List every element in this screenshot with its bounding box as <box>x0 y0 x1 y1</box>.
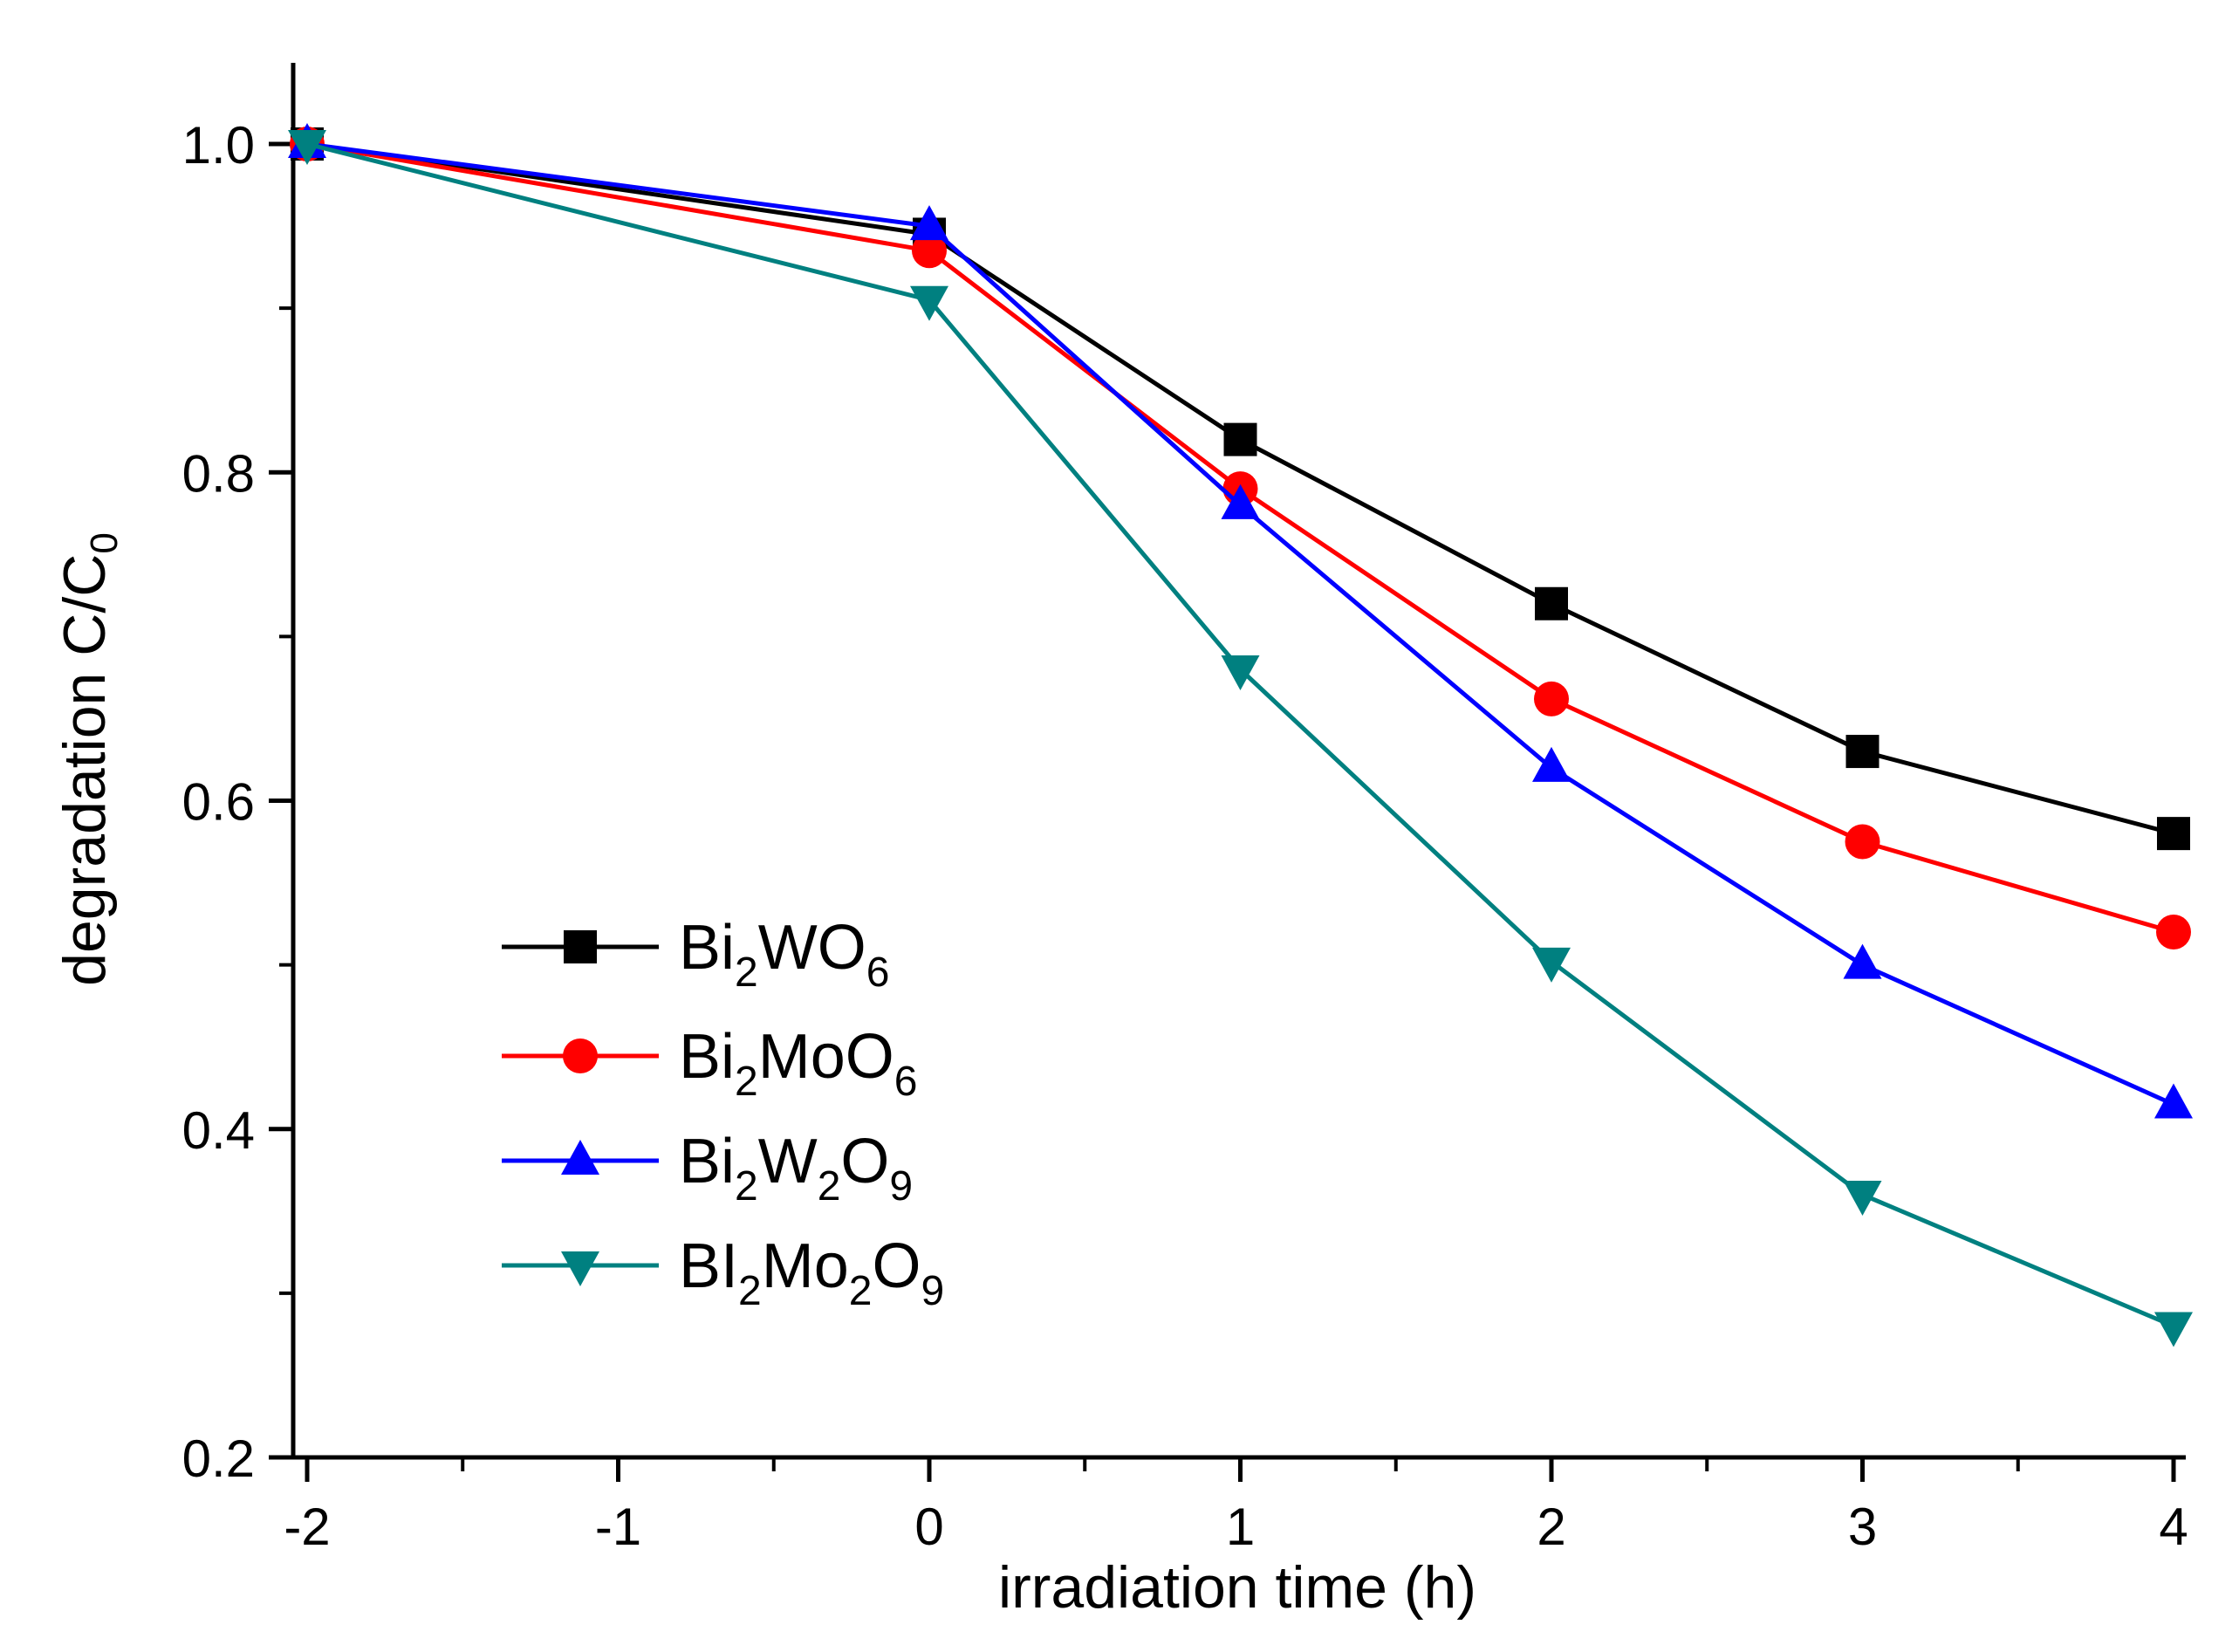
legend-item: Bi2MoO6 <box>502 1022 917 1105</box>
legend-label-subscript: 9 <box>921 1268 944 1314</box>
legend-label: Bi2WO6 <box>679 913 889 996</box>
x-tick-label: 0 <box>914 1498 943 1556</box>
data-point <box>2156 915 2191 949</box>
series-group <box>288 123 2193 1347</box>
x-axis-title: irradiation time (h) <box>998 1554 1476 1621</box>
data-point <box>2157 817 2190 851</box>
data-point <box>1843 1181 1882 1216</box>
y-tick-label: 0.2 <box>182 1429 255 1488</box>
legend-label-text: MoO <box>758 1022 894 1092</box>
data-point <box>2154 1083 2193 1119</box>
legend-label-subscript: 2 <box>735 949 758 996</box>
y-axis-title: degradation C/C0 <box>51 532 126 986</box>
data-point <box>1535 586 1568 620</box>
legend-label-subscript: 9 <box>889 1163 913 1210</box>
data-point <box>1845 824 1880 860</box>
legend-label-subscript: 6 <box>894 1059 918 1105</box>
legend-label-text: Mo <box>762 1231 849 1301</box>
data-point <box>2154 1312 2193 1347</box>
legend-item: Bi2WO6 <box>502 913 889 996</box>
legend-marker <box>563 1038 598 1073</box>
x-tick-label: -1 <box>595 1498 641 1556</box>
data-point <box>1221 655 1260 690</box>
series-line <box>306 141 2175 1107</box>
legend-label-text: Bi <box>679 1022 735 1092</box>
legend-label-text: O <box>840 1127 889 1196</box>
y-tick-label: 1.0 <box>182 116 255 175</box>
legend-marker <box>561 1140 599 1175</box>
x-tick-label: 4 <box>2159 1498 2188 1556</box>
data-point <box>1532 947 1571 983</box>
y-axis-title-subscript: 0 <box>83 532 126 553</box>
legend-label-subscript: 2 <box>818 1163 841 1210</box>
legend-item: Bi2W2O9 <box>502 1127 913 1210</box>
legend-label-subscript: 6 <box>866 949 890 996</box>
y-axis-title-main: degradation C/C <box>51 554 118 986</box>
series-2 <box>290 127 2191 949</box>
series-line <box>306 141 2174 935</box>
legend-marker <box>561 1251 599 1286</box>
data-point <box>1223 422 1257 456</box>
legend-label-subscript: 2 <box>735 1163 758 1210</box>
data-point <box>288 130 326 165</box>
legend-marker <box>564 930 597 963</box>
data-point <box>1221 483 1260 519</box>
data-point <box>910 285 948 321</box>
x-tick-label: 1 <box>1226 1498 1255 1556</box>
x-tick-label: 2 <box>1537 1498 1565 1556</box>
legend-label-text: O <box>872 1231 921 1301</box>
axes: 0.2 0.4 0.6 0.8 1.0 -2 -1 0 1 2 3 4 <box>182 63 2188 1556</box>
data-point <box>1534 681 1569 716</box>
legend-label-text: Bi <box>679 913 735 983</box>
data-point <box>912 233 947 269</box>
legend-label-subscript: 2 <box>849 1268 873 1314</box>
series-4 <box>288 130 2193 1347</box>
x-tick-label: -2 <box>284 1498 330 1556</box>
y-tick-label: 0.4 <box>182 1101 255 1160</box>
legend-label: BI2Mo2O9 <box>679 1231 944 1314</box>
x-tick-label: 3 <box>1848 1498 1877 1556</box>
data-point <box>1843 943 1882 979</box>
legend-label-subscript: 2 <box>738 1268 762 1314</box>
series-line <box>306 141 2174 1328</box>
series-3 <box>288 123 2193 1119</box>
y-tick-label: 0.8 <box>182 444 255 503</box>
y-tick-label: 0.6 <box>182 773 255 832</box>
legend-label: Bi2W2O9 <box>679 1127 913 1210</box>
legend-label: Bi2MoO6 <box>679 1022 917 1105</box>
legend-label-text: Bi <box>679 1127 735 1196</box>
data-point <box>910 205 948 241</box>
legend-label-text: W <box>758 1127 818 1196</box>
data-point <box>1845 735 1880 769</box>
legend-item: BI2Mo2O9 <box>502 1231 944 1314</box>
series-line <box>306 141 2174 836</box>
legend-label-subscript: 2 <box>735 1059 758 1105</box>
legend-label-text: WO <box>758 913 866 983</box>
legend-label-text: BI <box>679 1231 738 1301</box>
data-point <box>1532 746 1571 782</box>
